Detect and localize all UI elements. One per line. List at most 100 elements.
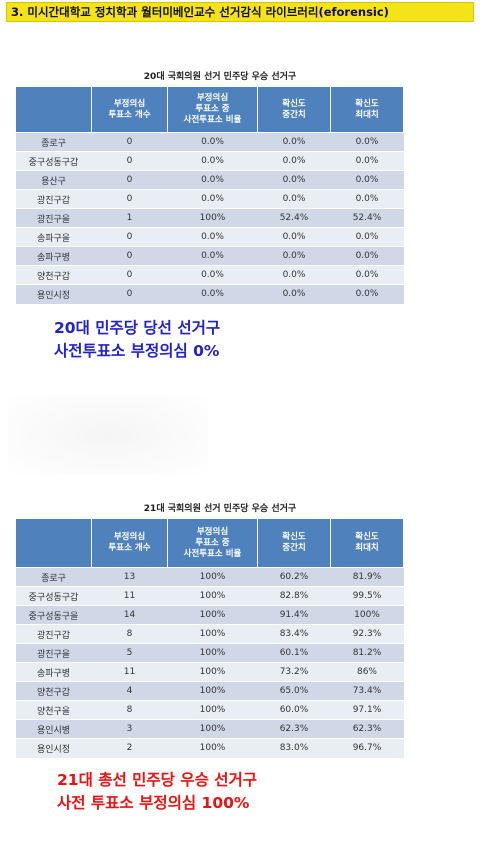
table1-value-cell: 0.0% <box>257 227 331 247</box>
table2-header-cell: 부정의심 투표소 중 사전투표소 비율 <box>167 518 258 568</box>
table1-value-cell: 0.0% <box>330 170 404 190</box>
table1-body: 종로구 0 0.0% 0.0% 0.0% 중구성동구갑 0 0.0% 0.0% 0.0% 용산구 0 0… <box>15 132 404 304</box>
table2-value-cell: 100% <box>167 586 258 606</box>
table2-row: 용인시병 3 100% 62.3% 62.3% <box>15 719 404 739</box>
table2-row: 양천구을 8 100% 60.0% 97.1% <box>15 700 404 720</box>
table2-value-cell: 8 <box>91 700 168 720</box>
table1-header-cell: 부정의심 투표소 개수 <box>91 86 168 133</box>
table2-title: 21대 국회의원 선거 민주당 우승 선거구 <box>143 504 297 514</box>
table1: 부정의심 투표소 개수 부정의심 투표소 중 사전투표소 비율 확신도 중간치 확신도… <box>15 86 404 304</box>
table1-value-cell: 0.0% <box>330 132 404 152</box>
table2-value-cell: 83.4% <box>257 624 331 644</box>
table1-row: 광진구갑 0 0.0% 0.0% 0.0% <box>15 189 404 209</box>
table1-value-cell: 0.0% <box>257 265 331 285</box>
table2-value-cell: 62.3% <box>330 719 404 739</box>
table2-value-cell: 81.9% <box>330 567 404 587</box>
table2-value-cell: 81.2% <box>330 643 404 663</box>
table1-row: 용산구 0 0.0% 0.0% 0.0% <box>15 170 404 190</box>
table2-value-cell: 5 <box>91 643 168 663</box>
table2-value-cell: 100% <box>167 605 258 625</box>
table1-value-cell: 0.0% <box>330 265 404 285</box>
table1-value-cell: 0.0% <box>167 151 258 171</box>
table1-value-cell: 0.0% <box>167 265 258 285</box>
table2-district-cell: 양천구갑 <box>15 681 92 701</box>
table2-value-cell: 92.3% <box>330 624 404 644</box>
table2-value-cell: 3 <box>91 719 168 739</box>
table1-value-cell: 0.0% <box>330 284 404 304</box>
table2-district-cell: 광진구갑 <box>15 624 92 644</box>
table2-row: 광진구갑 8 100% 83.4% 92.3% <box>15 624 404 644</box>
table1-value-cell: 0.0% <box>330 189 404 209</box>
table2-value-cell: 11 <box>91 586 168 606</box>
table2-value-cell: 96.7% <box>330 738 404 758</box>
table1-header-cell: 확신도 최대치 <box>330 86 404 133</box>
table2-header-cell: 확신도 중간치 <box>257 518 331 568</box>
table1-value-cell: 100% <box>167 208 258 228</box>
table2-value-cell: 86% <box>330 662 404 682</box>
table1-value-cell: 0.0% <box>167 189 258 209</box>
table1-header-cell: 부정의심 투표소 중 사전투표소 비율 <box>167 86 258 133</box>
table2-header-cell <box>15 518 92 568</box>
table1-value-cell: 0 <box>91 227 168 247</box>
table1-value-cell: 0 <box>91 132 168 152</box>
table1-district-cell: 용인시정 <box>15 284 92 304</box>
caption-21st-line2: 사전 투표소 부정의심 100% <box>57 794 250 812</box>
table1-row: 광진구을 1 100% 52.4% 52.4% <box>15 208 404 228</box>
table1-district-cell: 광진구을 <box>15 208 92 228</box>
caption-20th-line1: 20대 민주당 당선 선거구 <box>54 319 221 337</box>
table2-body: 종로구 13 100% 60.2% 81.9% 중구성동구갑 11 100% 82.8% 99.5… <box>15 567 404 758</box>
table2-value-cell: 99.5% <box>330 586 404 606</box>
table2-value-cell: 100% <box>167 662 258 682</box>
table1-header-row: 부정의심 투표소 개수 부정의심 투표소 중 사전투표소 비율 확신도 중간치 확신도… <box>15 86 404 133</box>
table2-district-cell: 광진구을 <box>15 643 92 663</box>
table2-value-cell: 73.2% <box>257 662 331 682</box>
table2-value-cell: 11 <box>91 662 168 682</box>
table1-row: 용인시정 0 0.0% 0.0% 0.0% <box>15 284 404 304</box>
table2-value-cell: 91.4% <box>257 605 331 625</box>
table1-district-cell: 종로구 <box>15 132 92 152</box>
table2-row: 용인시정 2 100% 83.0% 96.7% <box>15 738 404 758</box>
table2-value-cell: 100% <box>167 738 258 758</box>
table1-value-cell: 0.0% <box>257 189 331 209</box>
table2-value-cell: 14 <box>91 605 168 625</box>
table2-value-cell: 97.1% <box>330 700 404 720</box>
table2-row: 광진구을 5 100% 60.1% 81.2% <box>15 643 404 663</box>
table1-value-cell: 0 <box>91 284 168 304</box>
table2-value-cell: 73.4% <box>330 681 404 701</box>
table2-district-cell: 중구성동구갑 <box>15 586 92 606</box>
caption-21st-line1: 21대 총선 민주당 우승 선거구 <box>57 771 258 789</box>
table1-value-cell: 0 <box>91 265 168 285</box>
table1-district-cell: 송파구을 <box>15 227 92 247</box>
table2-value-cell: 60.2% <box>257 567 331 587</box>
table1-value-cell: 0.0% <box>257 151 331 171</box>
table1-value-cell: 0 <box>91 246 168 266</box>
table2-district-cell: 용인시정 <box>15 738 92 758</box>
table2-row: 중구성동구을 14 100% 91.4% 100% <box>15 605 404 625</box>
table1-row: 양천구갑 0 0.0% 0.0% 0.0% <box>15 265 404 285</box>
table1-value-cell: 0.0% <box>257 284 331 304</box>
table1-value-cell: 0.0% <box>257 246 331 266</box>
table1-district-cell: 용산구 <box>15 170 92 190</box>
table2-value-cell: 100% <box>167 700 258 720</box>
table2-district-cell: 중구성동구을 <box>15 605 92 625</box>
table1-district-cell: 송파구병 <box>15 246 92 266</box>
table2-value-cell: 100% <box>167 719 258 739</box>
table2-header-cell: 확신도 최대치 <box>330 518 404 568</box>
table1-row: 종로구 0 0.0% 0.0% 0.0% <box>15 132 404 152</box>
banner-heading: 3. 미시간대학교 정치학과 월터미베인교수 선거감식 라이브러리(eforen… <box>6 2 474 22</box>
table2-value-cell: 60.1% <box>257 643 331 663</box>
table2-value-cell: 8 <box>91 624 168 644</box>
table1-row: 송파구을 0 0.0% 0.0% 0.0% <box>15 227 404 247</box>
table2-value-cell: 83.0% <box>257 738 331 758</box>
table1-value-cell: 0.0% <box>167 246 258 266</box>
table1-value-cell: 0.0% <box>167 170 258 190</box>
table1-district-cell: 양천구갑 <box>15 265 92 285</box>
table2-row: 송파구병 11 100% 73.2% 86% <box>15 662 404 682</box>
caption-21st: 21대 총선 민주당 우승 선거구 사전 투표소 부정의심 100% <box>57 769 257 815</box>
table2-district-cell: 용인시병 <box>15 719 92 739</box>
table2: 부정의심 투표소 개수 부정의심 투표소 중 사전투표소 비율 확신도 중간치 확신도… <box>15 518 404 758</box>
table1-header-cell <box>15 86 92 133</box>
table2-value-cell: 60.0% <box>257 700 331 720</box>
caption-20th-line2: 사전투표소 부정의심 0% <box>54 342 220 360</box>
table2-value-cell: 65.0% <box>257 681 331 701</box>
